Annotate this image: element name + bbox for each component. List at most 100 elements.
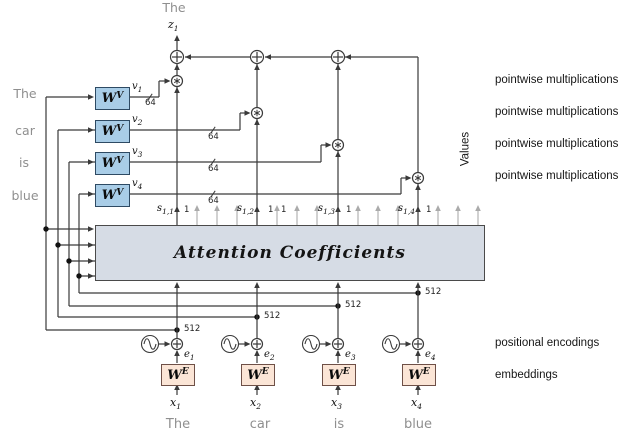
- value-weight-base-2: W: [101, 124, 117, 139]
- left-word-1: The: [13, 86, 37, 101]
- v3-sub: 3: [137, 150, 143, 159]
- value-vector-label-1: v1: [132, 82, 142, 94]
- we2-base: W: [247, 367, 262, 383]
- input-x-label-2: x2: [250, 397, 261, 411]
- value-dim-label-3: 64: [208, 164, 219, 174]
- v2-sub: 2: [137, 118, 143, 127]
- input-x-label-4: x4: [411, 397, 422, 411]
- score-dim-label-2: 1: [268, 205, 274, 215]
- bottom-word-4: blue: [403, 417, 433, 432]
- annotation-pointwise-2: pointwise multiplications: [495, 106, 619, 118]
- score-label-4: s1,4: [398, 204, 415, 216]
- score-label-3: s1,3: [318, 204, 335, 216]
- v4-sub: 4: [137, 182, 143, 191]
- junction-dot: [76, 273, 82, 279]
- value-dim-label-4: 64: [208, 196, 219, 206]
- e-vector-label-3: e3: [345, 350, 356, 362]
- s1-sub: 1,1: [162, 207, 174, 216]
- annotation-positional: positional encodings: [495, 337, 600, 349]
- e2-base: e: [264, 349, 270, 360]
- e-vector-label-4: e4: [425, 350, 436, 362]
- value-dim-label-2: 64: [208, 132, 219, 142]
- bottom-word-2: car: [249, 417, 271, 432]
- annotation-pointwise-4: pointwise multiplications: [495, 170, 619, 182]
- s3-base: s: [317, 203, 324, 214]
- attention-box-label: Attention Coefficients: [174, 243, 406, 263]
- junction-dot: [66, 258, 72, 264]
- score-label-1: s1,1: [157, 204, 174, 216]
- annotation-pointwise-3: pointwise multiplications: [495, 138, 619, 150]
- we1-base: W: [167, 367, 182, 383]
- value-vector-label-3: v3: [132, 147, 142, 159]
- score-dim-label-2b: 1: [281, 205, 287, 215]
- value-vector-label-4: v4: [132, 179, 142, 191]
- x2-base: x: [250, 396, 257, 409]
- v4-base: v: [132, 178, 138, 189]
- x4-base: x: [411, 396, 418, 409]
- e1-base: e: [184, 349, 190, 360]
- values-axis-label: Values: [459, 131, 472, 167]
- input-x-label-3: x3: [331, 397, 342, 411]
- value-vector-label-2: v2: [132, 115, 142, 127]
- x3-sub: 3: [337, 402, 342, 412]
- junction-dot: [43, 226, 49, 232]
- x3-base: x: [331, 396, 338, 409]
- e2-sub: 2: [269, 353, 275, 362]
- score-dim-label-3: 1: [346, 205, 352, 215]
- score-dim-label-4: 1: [426, 205, 432, 215]
- e-vector-label-1: e1: [184, 350, 195, 362]
- top-word: The: [162, 0, 186, 15]
- output-z-base: z: [168, 18, 174, 31]
- left-word-3: is: [19, 155, 29, 170]
- hidden-dim-label-3: 512: [345, 300, 362, 310]
- x1-base: x: [170, 396, 177, 409]
- bottom-word-1: The: [165, 417, 191, 432]
- left-word-4: blue: [11, 188, 39, 203]
- s3-sub: 1,3: [323, 207, 335, 216]
- value-dim-label-1: 64: [145, 98, 156, 108]
- e4-sub: 4: [430, 353, 436, 362]
- annotation-pointwise-1: pointwise multiplications: [495, 74, 619, 86]
- s4-base: s: [397, 203, 404, 214]
- v1-sub: 1: [137, 85, 143, 94]
- v3-base: v: [132, 146, 138, 157]
- output-z-label: z1: [168, 19, 179, 33]
- x4-sub: 4: [417, 402, 422, 412]
- e3-base: e: [345, 349, 351, 360]
- we4-base: W: [408, 367, 423, 383]
- value-weight-base-1: W: [101, 91, 117, 106]
- attention-box: Attention Coefficients: [95, 225, 485, 281]
- s2-base: s: [236, 203, 243, 214]
- score-label-2: s1,2: [237, 204, 254, 216]
- junction-dot: [55, 242, 61, 248]
- x2-sub: 2: [256, 402, 261, 412]
- s2-sub: 1,2: [242, 207, 254, 216]
- hidden-dim-label-2: 512: [264, 311, 281, 321]
- e4-base: e: [425, 349, 431, 360]
- value-weight-base-3: W: [101, 156, 117, 171]
- hidden-dim-label-1: 512: [184, 324, 201, 334]
- x1-sub: 1: [176, 402, 181, 412]
- e-vector-label-2: e2: [264, 350, 275, 362]
- output-z-sub: 1: [173, 24, 179, 34]
- e3-sub: 3: [350, 353, 356, 362]
- bottom-word-3: is: [333, 417, 345, 432]
- v1-base: v: [132, 81, 138, 92]
- e1-sub: 1: [189, 353, 195, 362]
- score-dim-label-1: 1: [184, 205, 190, 215]
- s1-base: s: [156, 203, 163, 214]
- value-weight-base-4: W: [101, 188, 117, 203]
- v2-base: v: [132, 114, 138, 125]
- input-x-label-1: x1: [170, 397, 181, 411]
- s4-sub: 1,4: [403, 207, 415, 216]
